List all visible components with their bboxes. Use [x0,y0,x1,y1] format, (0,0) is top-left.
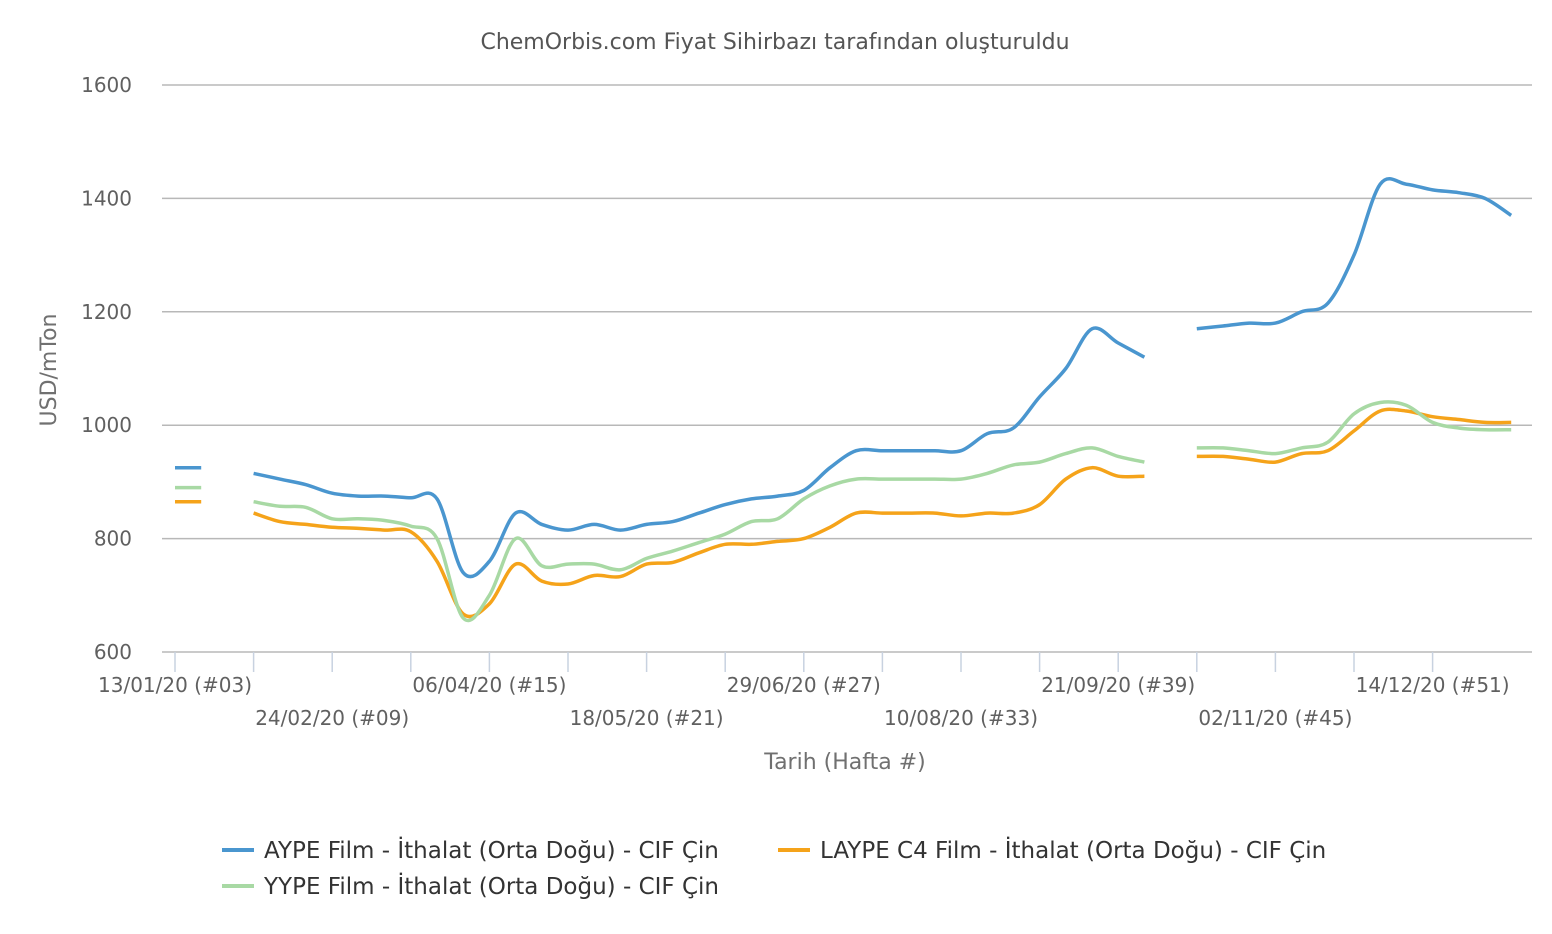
x-axis-title: Tarih (Hafta #) [763,750,925,775]
y-tick-label: 1400 [81,186,132,210]
x-tick-label: 24/02/20 (#09) [255,706,409,730]
y-tick-label: 1600 [81,73,132,97]
series-line-segment[interactable] [253,446,1145,623]
x-tick-label: 14/12/20 (#51) [1356,673,1510,697]
y-tick-label: 800 [94,527,132,551]
series-line-segment[interactable] [1196,407,1512,465]
y-tick-label: 1200 [81,300,132,324]
y-axis-title: USD/mTon [37,314,62,427]
series-line-segment[interactable] [1196,400,1512,456]
y-axis-ticks: 600 800 1000 1200 1400 1600 [81,73,132,664]
x-tick-label: 13/01/20 (#03) [98,673,252,697]
series-line-segment[interactable] [253,465,1145,619]
series-line-segment[interactable] [1196,177,1513,331]
gridlines [162,84,1532,653]
legend-item[interactable]: AYPE Film - İthalat (Orta Doğu) - CIF Çi… [222,836,719,864]
chart-title: ChemOrbis.com Fiyat Sihirbazı tarafından… [480,30,1069,55]
legend-label: LAYPE C4 Film - İthalat (Orta Doğu) - CI… [820,836,1326,864]
legend-label: YYPE Film - İthalat (Orta Doğu) - CIF Çi… [263,872,719,900]
series-lines [174,177,1513,623]
x-tick-label: 02/11/20 (#45) [1198,706,1352,730]
x-axis: 13/01/20 (#03)24/02/20 (#09)06/04/20 (#1… [98,652,1510,730]
x-tick-label: 10/08/20 (#33) [884,706,1038,730]
y-tick-label: 600 [94,640,132,664]
x-tick-label: 29/06/20 (#27) [727,673,881,697]
legend-item[interactable]: YYPE Film - İthalat (Orta Doğu) - CIF Çi… [222,872,719,900]
series-yype[interactable] [175,400,1512,623]
x-tick-label: 21/09/20 (#39) [1041,673,1195,697]
series-aype[interactable] [174,177,1513,579]
legend[interactable]: AYPE Film - İthalat (Orta Doğu) - CIF Çi… [222,836,1326,900]
legend-label: AYPE Film - İthalat (Orta Doğu) - CIF Çi… [264,836,719,864]
y-tick-label: 1000 [81,413,132,437]
series-laype[interactable] [175,407,1512,619]
x-tick-label: 18/05/20 (#21) [570,706,724,730]
series-line-segment[interactable] [253,326,1146,579]
legend-item[interactable]: LAYPE C4 Film - İthalat (Orta Doğu) - CI… [778,836,1326,864]
x-tick-label: 06/04/20 (#15) [412,673,566,697]
